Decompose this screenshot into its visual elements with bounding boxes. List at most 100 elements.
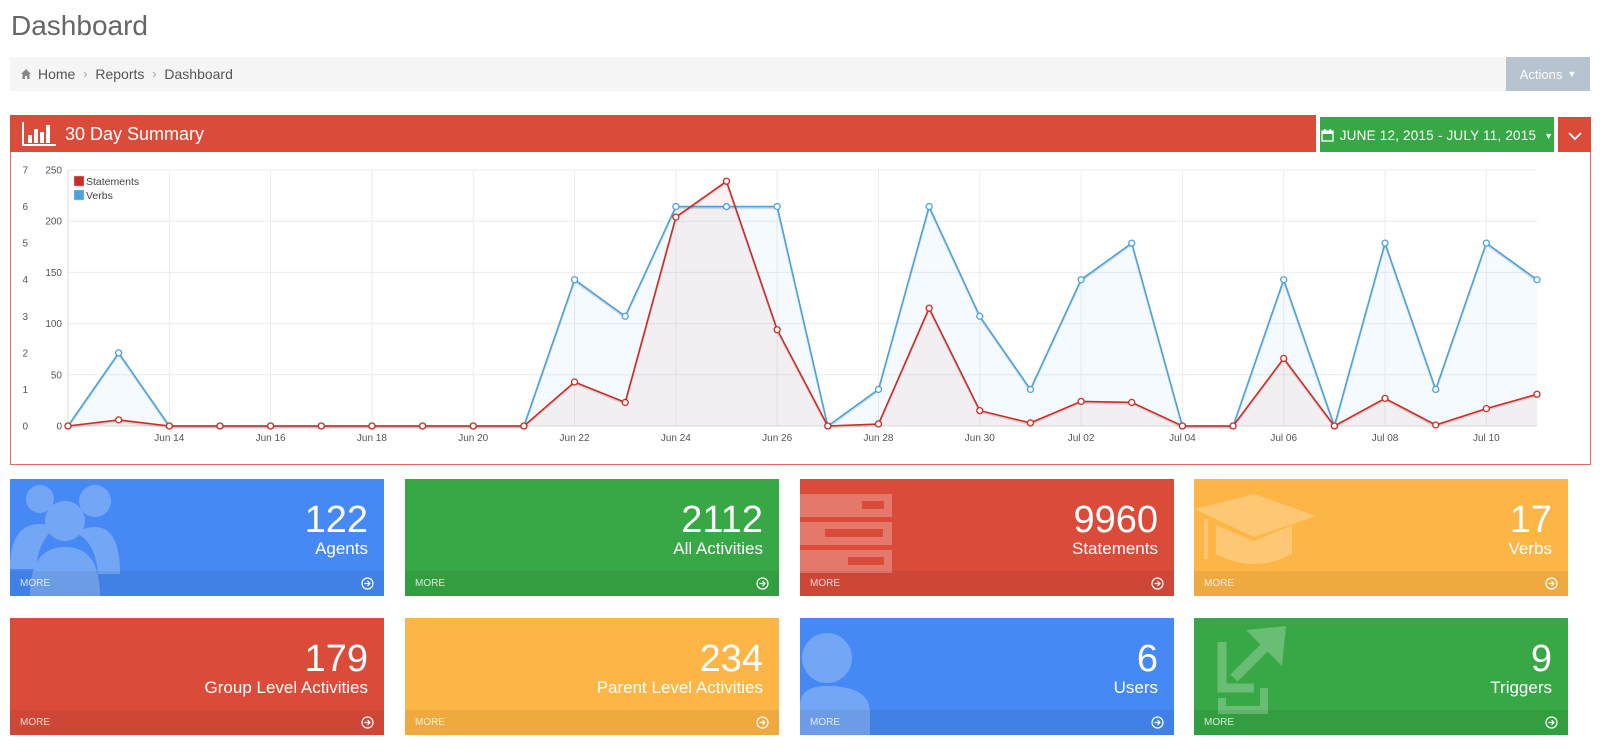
data-point-statements bbox=[1533, 390, 1541, 398]
data-point-statements bbox=[469, 422, 477, 430]
x-tick-label: Jun 26 bbox=[762, 433, 792, 444]
tile-verbs[interactable]: 17 Verbs MORE bbox=[1194, 479, 1568, 596]
tile-label: Users bbox=[1113, 678, 1158, 697]
data-point-statements bbox=[824, 422, 832, 430]
tile-label: Triggers bbox=[1490, 678, 1552, 697]
breadcrumb-home[interactable]: Home bbox=[38, 66, 76, 82]
y-left-tick-label: 50 bbox=[51, 370, 63, 381]
tile-more-link[interactable]: MORE bbox=[405, 710, 779, 735]
data-point-statements bbox=[64, 422, 72, 430]
data-point-verbs bbox=[115, 349, 123, 357]
y-left-tick-label: 250 bbox=[45, 166, 62, 177]
breadcrumb-reports[interactable]: Reports bbox=[95, 66, 145, 82]
collapse-button[interactable] bbox=[1558, 117, 1591, 154]
data-point-verbs bbox=[1482, 239, 1490, 247]
tile-number: 122 bbox=[304, 499, 368, 541]
data-point-statements bbox=[1077, 397, 1085, 406]
tile-label: Agents bbox=[315, 539, 368, 558]
data-point-statements bbox=[1280, 354, 1288, 363]
data-point-verbs bbox=[925, 202, 933, 211]
breadcrumb-dashboard: Dashboard bbox=[164, 66, 233, 82]
more-label: MORE bbox=[1204, 717, 1234, 728]
tile-more-link[interactable]: MORE bbox=[800, 571, 1174, 596]
data-point-statements bbox=[266, 422, 275, 430]
y-right-tick-label: 4 bbox=[22, 275, 28, 286]
y-right-tick-label: 1 bbox=[22, 385, 28, 396]
tile-more-link[interactable]: MORE bbox=[800, 710, 1174, 735]
date-range-picker[interactable]: JUNE 12, 2015 - JULY 11, 2015 ▼ bbox=[1320, 117, 1554, 154]
tile-more-link[interactable]: MORE bbox=[405, 571, 779, 596]
x-tick-label: Jul 10 bbox=[1473, 433, 1500, 444]
line-chart: 0 50 100 150 200 250 0 1 2 3 4 5 6 7 Jun 14 Jun 16 Jun 1… bbox=[22, 166, 1541, 444]
tile-more-link[interactable]: MORE bbox=[1194, 710, 1568, 735]
tile-number: 2112 bbox=[681, 499, 763, 541]
more-label: MORE bbox=[1204, 578, 1234, 589]
arrow-circle-right-icon bbox=[1545, 716, 1558, 729]
tile-number: 179 bbox=[304, 638, 368, 680]
data-point-statements bbox=[925, 304, 933, 312]
legend-swatch bbox=[73, 175, 85, 187]
data-point-verbs bbox=[1432, 385, 1440, 394]
x-tick-label: Jun 24 bbox=[661, 433, 691, 444]
more-label: MORE bbox=[20, 578, 50, 589]
tile-more-link[interactable]: MORE bbox=[1194, 571, 1568, 596]
tile-users[interactable]: 6 Users MORE bbox=[800, 618, 1174, 735]
data-point-statements bbox=[976, 406, 984, 415]
data-point-statements bbox=[722, 177, 731, 185]
data-point-statements bbox=[1381, 394, 1389, 403]
data-point-verbs bbox=[672, 202, 680, 211]
data-point-statements bbox=[216, 422, 224, 430]
arrow-circle-right-icon bbox=[1151, 716, 1164, 729]
data-point-verbs bbox=[1280, 276, 1288, 284]
data-point-statements bbox=[1482, 404, 1490, 413]
data-point-verbs bbox=[722, 202, 731, 211]
breadcrumb-bar: Home › Reports › Dashboard Actions ▼ bbox=[10, 57, 1590, 91]
tile-label: Parent Level Activities bbox=[596, 678, 763, 697]
data-point-statements bbox=[115, 416, 123, 424]
y-right-tick-label: 2 bbox=[22, 348, 28, 359]
tile-triggers[interactable]: 9 Triggers MORE bbox=[1194, 618, 1568, 735]
graduation-cap-icon bbox=[1194, 494, 1316, 564]
tile-group-level-activities[interactable]: 179 Group Level Activities MORE bbox=[10, 618, 384, 735]
tile-statements[interactable]: 9960 Statements MORE bbox=[800, 479, 1174, 596]
y-left-tick-label: 200 bbox=[45, 217, 62, 228]
x-tick-label: Jun 18 bbox=[357, 433, 387, 444]
data-point-statements bbox=[317, 422, 325, 430]
y-right-tick-label: 5 bbox=[22, 239, 28, 250]
data-point-statements bbox=[1330, 422, 1339, 430]
tile-all-activities[interactable]: 2112 All Activities MORE bbox=[405, 479, 779, 596]
y-right-tick-label: 6 bbox=[22, 202, 28, 213]
tile-parent-level-activities[interactable]: 234 Parent Level Activities MORE bbox=[405, 618, 779, 735]
tile-number: 6 bbox=[1136, 638, 1158, 680]
x-tick-label: Jul 06 bbox=[1270, 433, 1297, 444]
y-left-tick-label: 150 bbox=[45, 268, 62, 279]
tile-more-link[interactable]: MORE bbox=[10, 710, 384, 735]
data-point-statements bbox=[1229, 422, 1237, 430]
more-label: MORE bbox=[810, 717, 840, 728]
data-point-verbs bbox=[1026, 385, 1035, 394]
date-range-label: JUNE 12, 2015 - JULY 11, 2015 bbox=[1339, 128, 1537, 143]
tile-agents[interactable]: 122 Agents MORE bbox=[10, 479, 384, 596]
tile-number: 9960 bbox=[1073, 499, 1158, 541]
data-point-statements bbox=[1026, 419, 1035, 427]
y-right-tick-label: 7 bbox=[22, 166, 28, 177]
summary-panel-header: 30 Day Summary bbox=[10, 115, 1316, 153]
data-point-statements bbox=[520, 422, 528, 430]
x-tick-label: Jul 02 bbox=[1068, 433, 1095, 444]
data-point-statements bbox=[1178, 422, 1187, 430]
bar-chart-icon bbox=[22, 122, 56, 146]
y-right-tick-label: 3 bbox=[22, 312, 28, 323]
x-tick-label: Jun 16 bbox=[256, 433, 286, 444]
chevron-down-icon: ▼ bbox=[1567, 69, 1577, 79]
users-icon bbox=[10, 485, 120, 596]
summary-chart: 0 50 100 150 200 250 0 1 2 3 4 5 6 7 Jun 14 Jun 16 Jun 1… bbox=[10, 152, 1591, 465]
y-left-tick-label: 100 bbox=[45, 319, 62, 330]
x-tick-label: Jun 14 bbox=[154, 433, 184, 444]
tile-more-link[interactable]: MORE bbox=[10, 571, 384, 596]
arrow-circle-right-icon bbox=[1151, 577, 1164, 590]
x-tick-label: Jul 04 bbox=[1169, 433, 1196, 444]
tile-number: 17 bbox=[1509, 499, 1552, 541]
legend-label: Statements bbox=[86, 176, 139, 188]
actions-button[interactable]: Actions ▼ bbox=[1506, 57, 1590, 91]
chevron-right-icon: › bbox=[83, 67, 88, 81]
